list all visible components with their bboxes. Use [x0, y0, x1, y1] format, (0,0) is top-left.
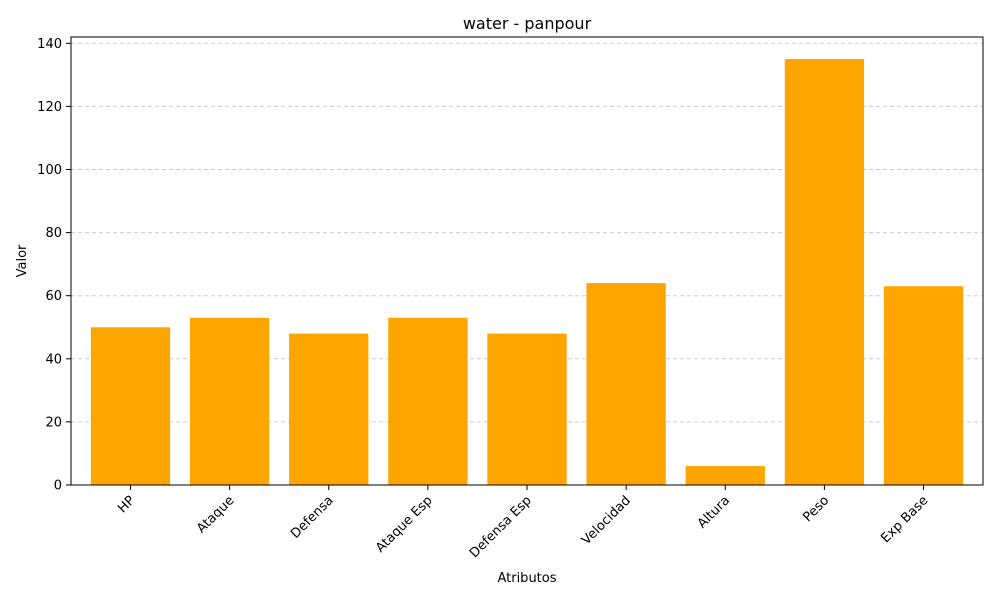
x-tick-label: Defensa [288, 493, 336, 541]
bar-hp [90, 327, 171, 485]
y-tick-label: 100 [37, 163, 62, 178]
y-tick-label: 80 [45, 226, 62, 241]
y-axis-label: Valor [15, 244, 30, 277]
bars [90, 59, 964, 486]
bar-velocidad [586, 283, 666, 485]
x-tick-label: Altura [695, 493, 733, 531]
x-tick-label: Defensa Esp [467, 493, 535, 561]
bar-altura [685, 466, 765, 485]
bar-peso [784, 59, 865, 486]
bar-defensa [289, 333, 369, 485]
x-tick-label: Peso [800, 493, 832, 525]
chart-title: water - panpour [463, 14, 592, 33]
x-tick-label: HP [115, 493, 138, 516]
bar-ataque-esp [388, 317, 468, 485]
y-axis-ticks: 0 20 40 60 80 100 120 140 [37, 37, 71, 494]
bar-defensa-esp [487, 333, 567, 485]
y-tick-label: 120 [37, 100, 62, 115]
y-tick-label: 40 [45, 352, 62, 367]
x-axis-label: Atributos [497, 571, 556, 586]
x-axis-ticks: HP Ataque Defensa Ataque Esp Defensa Esp Velo… [115, 485, 931, 561]
y-tick-label: 20 [45, 415, 62, 430]
x-tick-label: Ataque Esp [373, 493, 436, 556]
y-tick-label: 60 [45, 289, 62, 304]
x-tick-label: Exp Base [878, 493, 931, 546]
y-tick-label: 0 [54, 479, 62, 494]
x-tick-label: Velocidad [579, 493, 634, 548]
bar-exp-base [883, 286, 964, 485]
x-tick-label: Ataque [194, 493, 237, 536]
y-tick-label: 140 [37, 37, 62, 52]
bar-ataque [189, 317, 270, 485]
